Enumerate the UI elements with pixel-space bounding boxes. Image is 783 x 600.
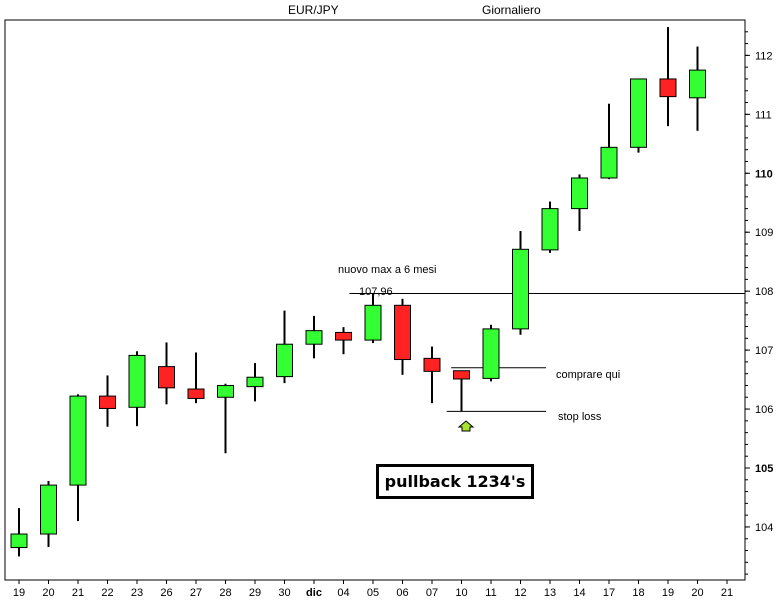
up-arrow-icon — [457, 420, 475, 432]
x-tick-label: 11 — [485, 587, 496, 599]
x-tick-label: 26 — [160, 587, 172, 599]
candle-body — [423, 357, 441, 372]
candle-body — [394, 304, 411, 361]
symbol-label: EUR/JPY — [288, 3, 339, 17]
candle-body — [187, 388, 205, 399]
x-tick-label: 21 — [721, 587, 733, 599]
candle-body — [40, 484, 57, 535]
candle-body — [571, 177, 588, 210]
candle-body — [600, 146, 618, 179]
buy-label: comprare qui — [556, 369, 620, 381]
x-tick-label: 29 — [249, 587, 261, 599]
candle — [512, 231, 529, 335]
x-tick-label: 30 — [278, 587, 290, 599]
candle-body — [630, 78, 647, 148]
candle — [217, 383, 234, 454]
candle-body — [364, 304, 382, 341]
x-tick-label: 20 — [42, 587, 54, 599]
candle-body — [482, 328, 500, 379]
candle — [364, 293, 382, 344]
candle-body — [99, 395, 116, 409]
candle — [158, 342, 175, 405]
candle — [246, 363, 264, 402]
x-tick-label: 04 — [337, 587, 349, 599]
y-tick-label: 110 — [755, 168, 773, 180]
y-tick-label: 111 — [755, 109, 772, 121]
x-tick-label: 10 — [455, 587, 467, 599]
candle — [659, 27, 677, 127]
y-axis: 104 105 106 107 108 109 110 111 112 — [745, 31, 773, 575]
y-tick-label: 105 — [755, 463, 773, 475]
candle-body — [453, 370, 470, 380]
candle-body — [10, 533, 28, 549]
candle-body — [217, 384, 234, 398]
y-tick-label: 112 — [755, 50, 773, 62]
candle — [394, 298, 411, 375]
candle-body — [128, 354, 146, 408]
candle — [40, 480, 57, 547]
candle-body — [246, 376, 264, 388]
plot-frame — [4, 19, 746, 581]
candle — [482, 324, 500, 382]
candle-body — [689, 69, 706, 99]
candle — [453, 370, 470, 412]
candle — [276, 310, 293, 384]
y-tick-label: 109 — [755, 227, 773, 239]
candle-body — [512, 248, 529, 330]
candle — [128, 351, 146, 427]
x-tick-label: 06 — [396, 587, 408, 599]
candle-body — [69, 395, 87, 486]
y-tick-label: 108 — [755, 286, 773, 298]
candle — [541, 201, 559, 253]
x-tick-label: 07 — [426, 587, 438, 599]
x-tick-label: 20 — [691, 587, 703, 599]
y-tick-label: 104 — [755, 522, 773, 534]
stop-loss-label: stop loss — [558, 411, 602, 423]
candle — [571, 174, 588, 232]
candle-body — [541, 208, 559, 251]
x-tick-label: dic — [306, 587, 322, 599]
x-tick-label: 28 — [219, 587, 231, 599]
candle-body — [659, 78, 677, 98]
pullback-box: pullback 1234's — [376, 464, 534, 499]
candle — [99, 375, 116, 427]
candle — [600, 103, 618, 180]
candle — [305, 315, 323, 359]
y-tick-label: 106 — [755, 404, 773, 416]
candle — [630, 78, 647, 153]
new-high-label: nuovo max a 6 mesi — [338, 264, 436, 276]
candle-body — [276, 343, 293, 378]
x-axis: 19 20 21 22 23 26 27 28 29 30 dic 04 05 06 07 10 11 12 13 1… — [13, 580, 733, 599]
timeframe-label: Giornaliero — [482, 3, 541, 17]
x-tick-label: 22 — [101, 587, 113, 599]
x-tick-label: 12 — [514, 587, 526, 599]
x-tick-label: 23 — [131, 587, 143, 599]
x-tick-label: 21 — [72, 587, 84, 599]
candle — [69, 394, 87, 522]
x-tick-label: 18 — [632, 587, 644, 599]
candle-body — [305, 330, 323, 345]
annotations: nuovo max a 6 mesi 107,96 comprare qui s… — [338, 264, 620, 432]
new-high-value: 107,96 — [359, 286, 393, 298]
x-tick-label: 17 — [603, 587, 615, 599]
x-tick-label: 27 — [190, 587, 202, 599]
y-tick-label: 107 — [755, 345, 773, 357]
candle-body — [335, 331, 352, 341]
x-tick-label: 14 — [573, 587, 585, 599]
x-tick-label: 19 — [662, 587, 674, 599]
candles — [10, 27, 706, 557]
candle — [10, 508, 28, 557]
candle-body — [158, 366, 175, 389]
candle — [187, 352, 205, 404]
candle — [423, 346, 441, 404]
candle — [689, 46, 706, 131]
x-tick-label: 19 — [13, 587, 25, 599]
candle — [335, 327, 352, 355]
x-tick-label: 13 — [544, 587, 556, 599]
x-tick-label: 05 — [367, 587, 379, 599]
